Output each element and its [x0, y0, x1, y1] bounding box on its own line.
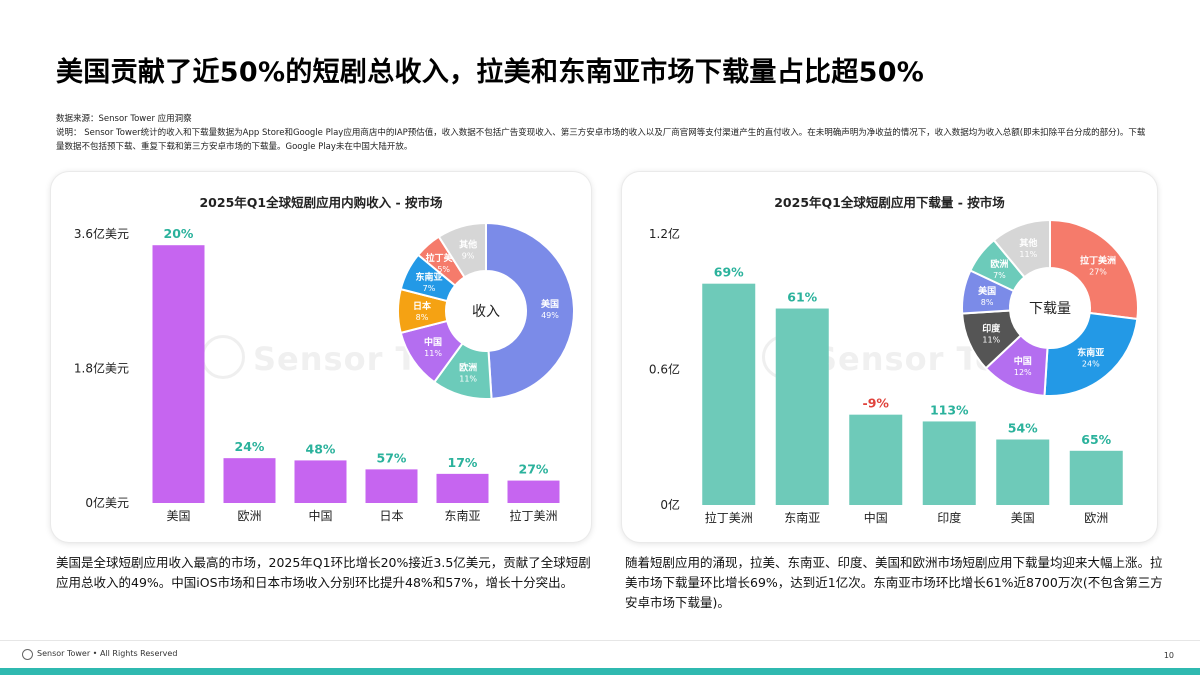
data-source: 数据来源：Sensor Tower 应用洞察 — [56, 114, 192, 124]
bar — [223, 458, 276, 503]
slice-value: 11% — [1019, 250, 1037, 259]
slice-value: 7% — [993, 271, 1006, 280]
slice-label: 其他 — [1019, 237, 1037, 249]
page-title: 美国贡献了近50%的短剧总收入，拉美和东南亚市场下载量占比超50% — [56, 57, 925, 88]
donut-slice — [485, 221, 575, 400]
bar — [849, 414, 903, 505]
slice-value: 11% — [459, 374, 477, 383]
slice-label: 日本 — [413, 300, 432, 312]
slice-value: 8% — [981, 298, 994, 307]
y-tick-label: 1.8亿美元 — [74, 361, 129, 376]
slice-label: 中国 — [1014, 355, 1032, 367]
methodology-note: 说明： Sensor Tower统计的收入和下载量数据为App Store和Go… — [56, 128, 1146, 152]
y-tick-label: 0.6亿 — [649, 362, 680, 377]
slice-value: 9% — [462, 252, 475, 261]
bar — [365, 469, 418, 503]
slice-label: 印度 — [982, 322, 1001, 334]
bar-data-label: 17% — [448, 455, 478, 470]
x-category-label: 中国 — [864, 510, 888, 525]
revenue-chart: 0亿美元 1.8亿美元 3.6亿美元 20% 美国 24% 欧洲 48% 中国 57% 日本 17% 东… — [74, 221, 575, 523]
slice-label: 其他 — [459, 239, 477, 251]
slice-label: 东南亚 — [415, 271, 442, 283]
bar — [996, 439, 1050, 505]
slice-value: 7% — [423, 284, 436, 293]
slice-label: 拉丁美洲 — [1080, 255, 1116, 267]
y-tick-label: 0亿 — [660, 497, 680, 512]
bar-data-label: 20% — [164, 226, 194, 241]
bar-data-label: 61% — [787, 290, 817, 305]
y-tick-label: 1.2亿 — [649, 226, 680, 241]
donut-slice — [1049, 218, 1139, 321]
donut-slice — [1043, 311, 1139, 397]
slice-label: 欧洲 — [990, 258, 1008, 270]
slice-value: 8% — [416, 313, 429, 322]
bar — [1069, 450, 1123, 505]
bottom-accent-bar — [0, 668, 1200, 675]
slice-label: 美国 — [541, 298, 559, 310]
x-category-label: 中国 — [308, 508, 332, 523]
bar — [775, 308, 829, 505]
revenue-chart-title: 2025年Q1全球短剧应用内购收入 - 按市场 — [199, 195, 443, 210]
slice-value: 24% — [1082, 359, 1100, 368]
downloads-chart-title: 2025年Q1全球短剧应用下载量 - 按市场 — [774, 195, 1005, 210]
slice-value: 12% — [1014, 368, 1032, 377]
bar-data-label: -9% — [863, 396, 890, 411]
slice-value: 5% — [437, 265, 450, 274]
bar-data-label: 24% — [235, 439, 265, 454]
donut-center-label: 下载量 — [1029, 301, 1071, 317]
sensor-tower-logo-icon — [22, 649, 33, 660]
slice-label: 中国 — [424, 336, 442, 348]
x-category-label: 拉丁美洲 — [509, 508, 557, 523]
x-category-label: 欧洲 — [237, 509, 261, 523]
slice-value: 11% — [982, 335, 1000, 344]
bar-data-label: 113% — [930, 402, 969, 417]
bar-data-label: 54% — [1008, 421, 1038, 436]
bar — [294, 460, 347, 503]
bar-data-label: 27% — [519, 462, 549, 477]
slice-label: 东南亚 — [1077, 346, 1104, 358]
page-number: 10 — [1163, 651, 1174, 660]
bar-data-label: 65% — [1081, 432, 1111, 447]
x-category-label: 日本 — [379, 509, 403, 523]
bar — [436, 473, 489, 503]
donut-center-label: 收入 — [472, 304, 500, 320]
bar — [152, 245, 205, 503]
revenue-chart-panel: Sensor Tower 2025年Q1全球短剧应用内购收入 - 按市场 0亿美… — [51, 172, 591, 542]
footer-copyright: Sensor Tower • All Rights Reserved — [37, 649, 178, 658]
x-category-label: 欧洲 — [1084, 511, 1108, 525]
downloads-chart-panel: Sensor Tower 2025年Q1全球短剧应用下载量 - 按市场 0亿 0.… — [622, 172, 1157, 542]
x-category-label: 美国 — [1011, 511, 1035, 525]
donut-slice — [992, 218, 1051, 279]
slice-value: 49% — [541, 311, 559, 320]
bar-data-label: 69% — [714, 265, 744, 280]
revenue-caption: 美国是全球短剧应用收入最高的市场，2025年Q1环比增长20%接近3.5亿美元，… — [56, 555, 591, 590]
bar — [507, 480, 560, 503]
bar-data-label: 48% — [306, 441, 336, 456]
slice-label: 欧洲 — [459, 361, 477, 373]
x-category-label: 印度 — [937, 510, 961, 525]
slice-value: 27% — [1089, 268, 1107, 277]
bar-data-label: 57% — [377, 450, 407, 465]
bar — [922, 421, 976, 505]
y-tick-label: 3.6亿美元 — [74, 226, 129, 241]
x-category-label: 拉丁美洲 — [705, 510, 753, 525]
x-category-label: 美国 — [166, 509, 190, 523]
downloads-caption: 随着短剧应用的涌现，拉美、东南亚、印度、美国和欧洲市场短剧应用下载量均迎来大幅上… — [625, 555, 1163, 610]
footer-divider — [0, 640, 1200, 641]
x-category-label: 东南亚 — [784, 510, 820, 525]
slice-label: 美国 — [978, 285, 996, 297]
downloads-chart: 0亿 0.6亿 1.2亿 69% 拉丁美洲 61% 东南亚 -9% 中国 113% 印度 54% 美国 6… — [649, 218, 1139, 525]
donut-slice — [437, 221, 487, 279]
slice-value: 11% — [424, 349, 442, 358]
x-category-label: 东南亚 — [444, 508, 480, 523]
bar — [702, 283, 756, 505]
y-tick-label: 0亿美元 — [85, 495, 129, 510]
